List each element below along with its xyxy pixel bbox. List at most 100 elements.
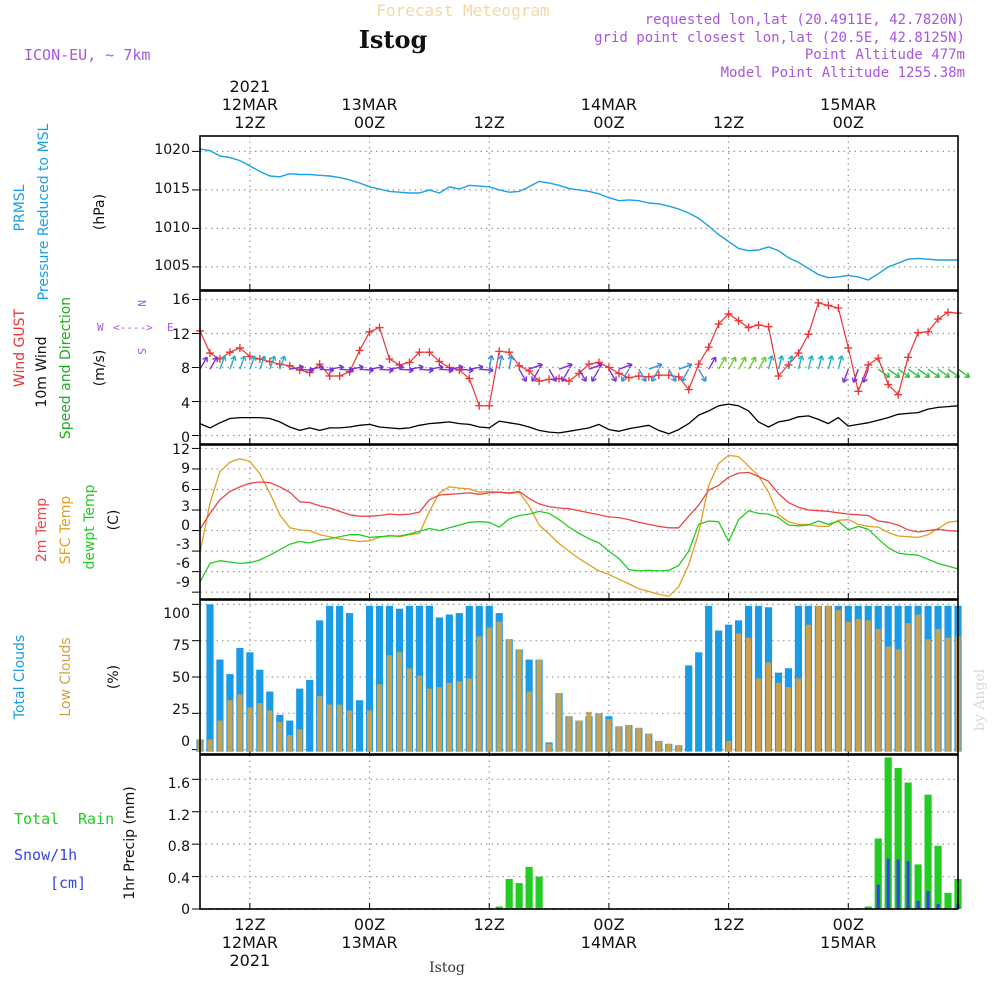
low-cloud-bar [237, 694, 243, 752]
wind-arrow-shaft [508, 355, 513, 370]
rain-bar [884, 757, 892, 909]
gust-marker [934, 315, 943, 324]
gust-marker [485, 401, 494, 410]
wind-arrow-head [760, 356, 767, 363]
gust-marker [714, 320, 723, 329]
gust-marker [255, 355, 264, 363]
bottom-time-label: 15MAR [820, 933, 876, 952]
wind-arrow-shaft [862, 368, 869, 383]
wind-arrow-head [581, 376, 587, 382]
wind-direction-arrow [767, 355, 775, 370]
low-cloud-bar [825, 605, 831, 752]
precip-tick: 0.4 [168, 871, 190, 887]
temp-tick: 0 [181, 518, 190, 534]
top-time-label: 13MAR [341, 95, 397, 114]
gust-marker [435, 357, 444, 366]
low-cloud-bar [726, 740, 732, 752]
wind-arrow-head [700, 376, 707, 382]
gust-marker [235, 343, 244, 352]
gust-marker [525, 366, 534, 375]
wind-arrow-shaft [209, 356, 218, 370]
wind-direction-arrow [561, 368, 570, 382]
low-cloud-bar [676, 745, 682, 752]
wind-arrow-head [591, 376, 597, 382]
low-cloud-bar [855, 618, 861, 752]
low-cloud-bar [366, 710, 373, 752]
total-cloud-bar [316, 620, 324, 752]
model-altitude: Model Point Altitude 1255.38m [721, 65, 965, 81]
wind-arrow-shaft [837, 355, 843, 370]
wind-direction-arrow [708, 356, 717, 370]
pressure-labels: PRMSL Pressure Reduced to MSL (hPa) [12, 123, 108, 300]
wind-arrow-shaft [727, 356, 737, 370]
wind-arrow-shaft [349, 366, 364, 370]
gust-marker [684, 385, 693, 394]
low-cloud-bar [466, 678, 472, 752]
wind-arrow-shaft [479, 368, 494, 372]
low-cloud-bar [257, 703, 263, 752]
gust-marker [854, 387, 863, 396]
wind-direction-arrow [548, 368, 557, 382]
low-cloud-bar [337, 704, 343, 752]
compass-arrows: <----> [113, 321, 153, 334]
wind-arrow-shaft [787, 355, 793, 370]
rain-bar [914, 864, 922, 909]
low-cloud-bar [945, 637, 951, 752]
wind-direction-arrow [199, 356, 208, 370]
wind-arrow-shaft [578, 368, 587, 382]
wind-direction-arrow [851, 368, 859, 383]
gust-marker [794, 349, 803, 358]
wind-arrow-shaft [429, 366, 444, 370]
total-cloud-bar [296, 688, 304, 752]
wind-arrow-head [934, 372, 941, 378]
gust-marker [425, 348, 434, 357]
low-cloud-bar [656, 740, 662, 752]
gust-marker [205, 349, 214, 358]
gust-marker [365, 327, 374, 336]
wind-arrow-head [914, 372, 921, 378]
low-cloud-bar [915, 614, 921, 752]
temp-unit: (C) [106, 510, 122, 531]
low-cloud-bar [865, 620, 871, 752]
low-cloud-bar [446, 682, 452, 752]
wind-arrow-shaft [359, 368, 374, 372]
top-time-label: 12Z [474, 113, 505, 132]
wind-arrow-head [710, 356, 717, 363]
wind-arrow-head [497, 354, 505, 361]
wind-arrow-shaft [767, 355, 773, 370]
low-cloud-bar [895, 649, 901, 752]
gust-marker [764, 322, 773, 331]
gust-marker [904, 353, 913, 362]
wind-direction-arrow [841, 368, 849, 383]
wind-direction-arrow [259, 355, 267, 370]
bottom-time-label: 12MAR [222, 933, 278, 952]
wind-arrow-head [551, 376, 557, 382]
gust-marker [844, 343, 853, 352]
wind-direction-arrow [747, 356, 757, 370]
gust-marker [754, 321, 763, 329]
wind-arrow-shaft [279, 355, 286, 370]
total-rain-label-2: Rain [78, 810, 114, 828]
low-cloud-bar [755, 678, 762, 752]
temp-tick: 6 [181, 480, 190, 496]
low-cloud-bar [526, 691, 532, 752]
wind-arrow-shaft [588, 363, 603, 370]
gust-marker [475, 401, 484, 410]
pressure-unit: (hPa) [92, 194, 108, 230]
wind-arrow-head [730, 356, 737, 363]
low-cloud-bar [875, 629, 881, 752]
wind-direction-arrow [531, 368, 540, 382]
wind-arrow-shaft [309, 366, 324, 370]
wind-direction-arrow [620, 368, 630, 382]
model-label: ICON-EU, ~ 7km [24, 46, 150, 64]
total-cloud-bar [336, 605, 344, 752]
wind-direction-arrow [558, 362, 573, 370]
wind-arrow-shaft [419, 368, 434, 372]
wind-arrow-head [797, 355, 805, 361]
precip-panel [192, 755, 958, 910]
rain-bar [934, 845, 942, 909]
wind-arrow-shaft [708, 356, 717, 370]
clouds-frame [199, 599, 959, 755]
wind-label: 10m Wind [34, 336, 50, 407]
low-cloud-bar [247, 707, 253, 752]
